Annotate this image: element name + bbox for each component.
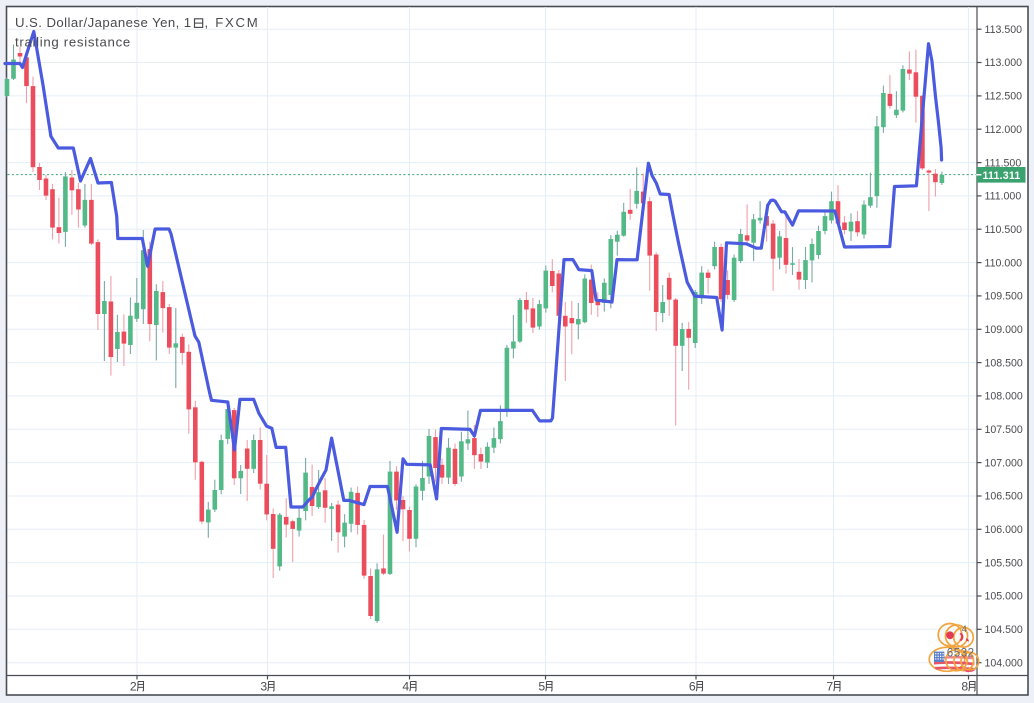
svg-text:3: 3 (260, 680, 267, 694)
svg-text:7: 7 (826, 680, 833, 694)
svg-text:109.000: 109.000 (985, 324, 1023, 336)
svg-text:113.500: 113.500 (985, 24, 1023, 36)
svg-text:111.500: 111.500 (985, 157, 1022, 169)
svg-text:6532: 6532 (947, 646, 975, 659)
svg-text:109.500: 109.500 (985, 291, 1023, 303)
svg-text:U.S. Dollar/Japanese Yen, 1: U.S. Dollar/Japanese Yen, 1 (15, 15, 192, 30)
svg-text:, FXCM: , FXCM (205, 15, 260, 30)
svg-text:4: 4 (402, 680, 409, 694)
svg-text:107.500: 107.500 (985, 424, 1023, 436)
svg-text:104.500: 104.500 (985, 624, 1023, 636)
svg-text:108.500: 108.500 (985, 357, 1023, 369)
svg-text:108.000: 108.000 (985, 391, 1023, 403)
svg-text:106.000: 106.000 (985, 524, 1023, 536)
svg-text:112.500: 112.500 (985, 91, 1023, 103)
svg-text:trailing resistance: trailing resistance (15, 35, 131, 50)
svg-text:110.500: 110.500 (985, 224, 1023, 236)
svg-text:112.000: 112.000 (985, 124, 1023, 136)
svg-text:6: 6 (689, 680, 696, 694)
svg-text:110.000: 110.000 (985, 257, 1023, 269)
svg-text:5: 5 (538, 680, 545, 694)
svg-text:111.000: 111.000 (985, 191, 1022, 203)
svg-text:105.000: 105.000 (985, 591, 1023, 603)
svg-text:4: 4 (962, 624, 967, 634)
svg-text:8: 8 (961, 680, 968, 694)
svg-text:113.000: 113.000 (985, 57, 1023, 69)
svg-text:2: 2 (130, 680, 137, 694)
svg-text:104.000: 104.000 (985, 657, 1023, 669)
svg-text:105.500: 105.500 (985, 557, 1023, 569)
svg-text:107.000: 107.000 (985, 457, 1023, 469)
svg-text:111.311: 111.311 (983, 170, 1021, 182)
svg-text:106.500: 106.500 (985, 491, 1023, 503)
